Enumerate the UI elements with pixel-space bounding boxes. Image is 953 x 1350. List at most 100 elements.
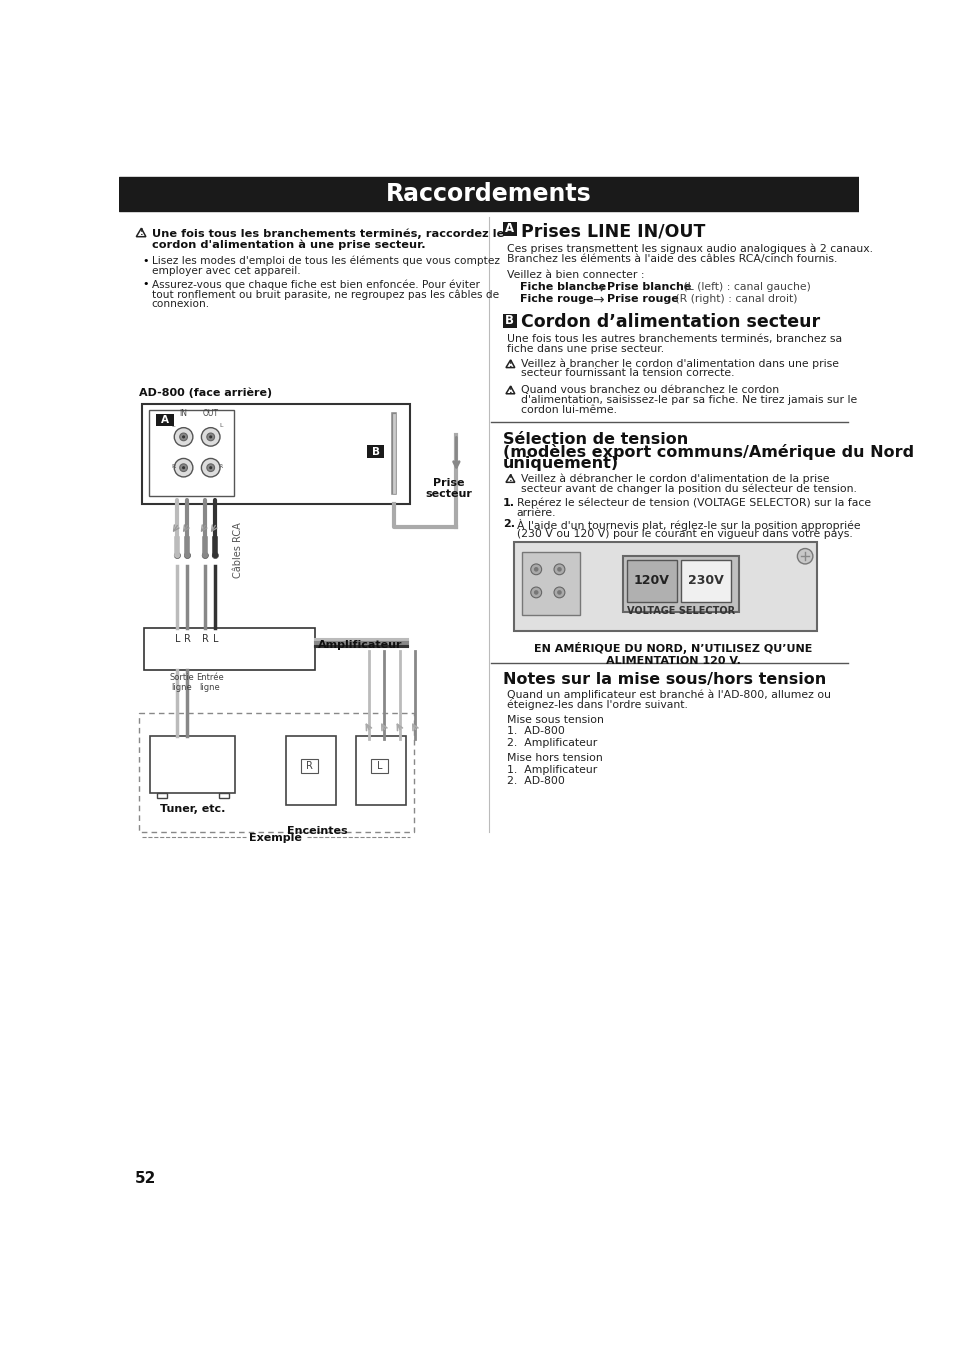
Bar <box>502 221 517 236</box>
Circle shape <box>212 552 218 559</box>
Text: →: → <box>592 294 603 308</box>
Text: connexion.: connexion. <box>152 300 210 309</box>
Text: R: R <box>184 633 191 644</box>
Text: R: R <box>306 760 313 771</box>
Text: Mise hors tension: Mise hors tension <box>506 753 602 763</box>
Bar <box>367 446 384 458</box>
Bar <box>622 556 739 612</box>
Text: IN: IN <box>179 409 188 418</box>
Circle shape <box>201 428 220 446</box>
Text: Prise rouge: Prise rouge <box>607 294 679 304</box>
Text: VOLTAGE SELECTOR: VOLTAGE SELECTOR <box>626 606 735 616</box>
Text: L: L <box>213 633 218 644</box>
Text: Veillez à bien connecter :: Veillez à bien connecter : <box>506 270 643 279</box>
Circle shape <box>209 466 212 470</box>
Text: Enceintes: Enceintes <box>286 826 347 836</box>
Bar <box>149 410 233 497</box>
Text: Quand un amplificateur est branché à l'AD-800, allumez ou: Quand un amplificateur est branché à l'A… <box>506 690 830 699</box>
Text: Une fois tous les branchements terminés, raccordez le: Une fois tous les branchements terminés,… <box>152 228 503 239</box>
Text: Amplificateur: Amplificateur <box>318 640 402 649</box>
Text: secteur fournissant la tension correcte.: secteur fournissant la tension correcte. <box>520 369 734 378</box>
Text: Repérez le sélecteur de tension (VOLTAGE SELECTOR) sur la face: Repérez le sélecteur de tension (VOLTAGE… <box>517 498 870 508</box>
Circle shape <box>554 587 564 598</box>
Text: Prise blanche: Prise blanche <box>607 282 691 292</box>
Circle shape <box>534 567 537 571</box>
Bar <box>138 713 414 832</box>
Text: (R (right) : canal droit): (R (right) : canal droit) <box>671 294 797 304</box>
Text: Sélection de tension: Sélection de tension <box>502 432 687 447</box>
Text: !: ! <box>139 228 143 238</box>
Text: employer avec cet appareil.: employer avec cet appareil. <box>152 266 300 275</box>
Bar <box>680 560 731 602</box>
Text: 2.  Amplificateur: 2. Amplificateur <box>506 738 597 748</box>
Text: secteur avant de changer la position du sélecteur de tension.: secteur avant de changer la position du … <box>520 483 856 494</box>
Circle shape <box>184 552 191 559</box>
Text: cordon lui-même.: cordon lui-même. <box>520 405 616 414</box>
Circle shape <box>530 587 541 598</box>
Text: 52: 52 <box>134 1170 156 1187</box>
Bar <box>301 759 318 772</box>
Circle shape <box>557 590 561 595</box>
Bar <box>521 552 579 614</box>
Text: A: A <box>505 223 514 235</box>
Text: R: R <box>172 463 175 468</box>
Text: 120V: 120V <box>633 574 669 587</box>
Bar <box>156 414 173 427</box>
Text: Quand vous branchez ou débranchez le cordon: Quand vous branchez ou débranchez le cor… <box>520 385 778 394</box>
Circle shape <box>209 435 212 439</box>
Bar <box>514 543 816 630</box>
Text: Une fois tous les autres branchements terminés, branchez sa: Une fois tous les autres branchements te… <box>506 335 841 344</box>
Text: Branchez les éléments à l'aide des câbles RCA/cinch fournis.: Branchez les éléments à l'aide des câble… <box>506 254 836 263</box>
Text: Veillez à brancher le cordon d'alimentation dans une prise: Veillez à brancher le cordon d'alimentat… <box>520 358 838 369</box>
Circle shape <box>179 433 187 440</box>
Text: Tuner, etc.: Tuner, etc. <box>160 805 225 814</box>
Circle shape <box>530 564 541 575</box>
Text: Fiche rouge: Fiche rouge <box>519 294 593 304</box>
Bar <box>119 177 858 212</box>
Circle shape <box>554 564 564 575</box>
Circle shape <box>797 548 812 564</box>
Text: →: → <box>592 282 603 296</box>
Text: Prise
secteur: Prise secteur <box>425 478 472 500</box>
Text: fiche dans une prise secteur.: fiche dans une prise secteur. <box>506 344 663 355</box>
Text: Notes sur la mise sous/hors tension: Notes sur la mise sous/hors tension <box>502 672 825 687</box>
Circle shape <box>207 433 214 440</box>
Text: Mise sous tension: Mise sous tension <box>506 716 603 725</box>
Circle shape <box>174 552 180 559</box>
Circle shape <box>182 435 185 439</box>
Text: tout ronflement ou bruit parasite, ne regroupez pas les câbles de: tout ronflement ou bruit parasite, ne re… <box>152 289 498 300</box>
Text: (modèles export communs/Amérique du Nord: (modèles export communs/Amérique du Nord <box>502 444 913 460</box>
Text: B: B <box>505 315 514 327</box>
Text: (L (left) : canal gauche): (L (left) : canal gauche) <box>679 282 810 292</box>
Text: Exemple: Exemple <box>249 833 302 844</box>
Text: Entrée
ligne: Entrée ligne <box>196 672 224 693</box>
Text: À l'aide d'un tournevis plat, réglez-le sur la position appropriée: À l'aide d'un tournevis plat, réglez-le … <box>517 518 860 531</box>
Text: uniquement): uniquement) <box>502 456 618 471</box>
Bar <box>355 736 406 805</box>
Circle shape <box>182 466 185 470</box>
Text: AD-800 (face arrière): AD-800 (face arrière) <box>138 387 272 398</box>
Text: L: L <box>376 760 382 771</box>
Circle shape <box>202 552 208 559</box>
Text: !: ! <box>508 386 512 394</box>
Text: !: ! <box>508 474 512 483</box>
Bar <box>157 794 167 798</box>
Text: (230 V ou 120 V) pour le courant en vigueur dans votre pays.: (230 V ou 120 V) pour le courant en vigu… <box>517 528 852 539</box>
Bar <box>626 560 677 602</box>
Text: L: L <box>174 633 180 644</box>
Text: Assurez-vous que chaque fiche est bien enfoncée. Pour éviter: Assurez-vous que chaque fiche est bien e… <box>152 279 479 289</box>
Text: B: B <box>372 447 379 456</box>
Text: Cordon d’alimentation secteur: Cordon d’alimentation secteur <box>521 313 820 331</box>
Circle shape <box>534 590 537 595</box>
Text: Fiche blanche: Fiche blanche <box>519 282 605 292</box>
Text: 1.: 1. <box>502 498 515 508</box>
Text: d'alimentation, saisissez-le par sa fiche. Ne tirez jamais sur le: d'alimentation, saisissez-le par sa fich… <box>520 394 856 405</box>
Text: arrière.: arrière. <box>517 508 556 518</box>
Text: Câbles RCA: Câbles RCA <box>233 522 243 578</box>
Text: Prises LINE IN/OUT: Prises LINE IN/OUT <box>521 221 705 240</box>
Circle shape <box>207 464 214 471</box>
Text: !: ! <box>508 359 512 369</box>
Circle shape <box>201 459 220 477</box>
Text: OUT: OUT <box>202 409 218 418</box>
Bar <box>219 794 229 798</box>
